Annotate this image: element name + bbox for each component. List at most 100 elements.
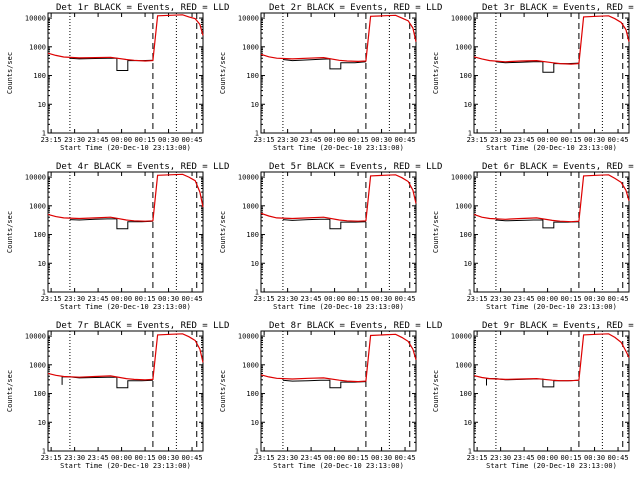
y-tick-label: 1000 xyxy=(242,202,259,210)
y-tick-label: 10 xyxy=(38,260,46,268)
x-tick-label: 23:15 xyxy=(41,454,62,462)
y-tick-label: 100 xyxy=(246,231,259,239)
y-tick-label: 10 xyxy=(251,101,259,109)
y-tick-label: 100 xyxy=(246,390,259,398)
y-tick-label: 1 xyxy=(468,289,472,297)
x-tick-label: 23:30 xyxy=(490,295,511,303)
y-tick-label: 1 xyxy=(42,289,46,297)
x-tick-label: 00:15 xyxy=(135,295,156,303)
detector-panel-7: Det 7r BLACK = Events, RED = LLD 1 10 100 10… xyxy=(6,321,229,470)
x-tick-label: 23:45 xyxy=(88,136,109,144)
x-axis-label: Start Time (20-Dec-10 23:13:00) xyxy=(273,144,404,152)
x-tick-label: 00:45 xyxy=(608,295,629,303)
x-tick-label: 00:45 xyxy=(608,136,629,144)
x-tick-label: 23:45 xyxy=(301,454,322,462)
x-tick-label: 00:00 xyxy=(324,295,345,303)
plot-frame xyxy=(47,330,204,452)
x-tick-label: 00:00 xyxy=(111,454,132,462)
y-tick-label: 100 xyxy=(33,72,46,80)
x-tick-label: 00:45 xyxy=(608,454,629,462)
y-tick-label: 100 xyxy=(459,390,472,398)
x-tick-label: 23:15 xyxy=(467,295,488,303)
plot-frame xyxy=(47,171,204,293)
y-tick-label: 10000 xyxy=(238,15,259,23)
y-tick-label: 10000 xyxy=(25,174,46,182)
x-tick-label: 23:15 xyxy=(41,295,62,303)
x-tick-label: 00:15 xyxy=(561,454,582,462)
y-tick-label: 1000 xyxy=(455,361,472,369)
plot-frame xyxy=(47,12,204,134)
x-tick-label: 00:45 xyxy=(182,136,203,144)
series-events-line xyxy=(61,376,153,389)
y-axis-label: Counts/sec xyxy=(219,52,227,94)
series-events-line xyxy=(282,218,366,230)
y-tick-label: 100 xyxy=(246,72,259,80)
y-tick-label: 100 xyxy=(33,231,46,239)
x-tick-label: 00:00 xyxy=(537,136,558,144)
detector-panel-6: Det 6r BLACK = Events, RED = LLD 1 10 100 10… xyxy=(432,162,640,311)
panel-title: Det 7r BLACK = Events, RED = LLD xyxy=(56,321,229,331)
series-lld-line xyxy=(473,333,630,382)
y-tick-label: 10000 xyxy=(25,15,46,23)
x-tick-label: 00:45 xyxy=(182,295,203,303)
x-tick-label: 00:15 xyxy=(561,295,582,303)
y-tick-label: 1000 xyxy=(29,43,46,51)
plot-frame xyxy=(260,12,417,134)
series-lld-line xyxy=(473,174,630,223)
y-tick-label: 100 xyxy=(459,231,472,239)
y-tick-label: 1000 xyxy=(242,43,259,51)
y-tick-label: 10 xyxy=(38,419,46,427)
panel-title: Det 2r BLACK = Events, RED = LLD xyxy=(269,3,442,13)
detector-panel-2: Det 2r BLACK = Events, RED = LLD 1 10 100 10… xyxy=(219,3,442,152)
detector-panel-9: Det 9r BLACK = Events, RED = LLD 1 10 100 10… xyxy=(432,321,640,470)
x-tick-label: 00:45 xyxy=(395,136,416,144)
x-tick-label: 23:15 xyxy=(467,454,488,462)
plot-frame xyxy=(473,171,630,293)
x-tick-label: 00:30 xyxy=(158,454,179,462)
x-tick-label: 23:30 xyxy=(64,454,85,462)
x-tick-label: 00:45 xyxy=(182,454,203,462)
y-tick-label: 10000 xyxy=(451,333,472,341)
x-tick-label: 00:45 xyxy=(395,454,416,462)
series-events-line xyxy=(282,379,366,389)
x-tick-label: 23:15 xyxy=(467,136,488,144)
y-tick-label: 10 xyxy=(464,419,472,427)
x-tick-label: 00:30 xyxy=(158,136,179,144)
y-tick-label: 1 xyxy=(255,448,259,456)
detector-panel-4: Det 4r BLACK = Events, RED = LLD 1 10 100 10… xyxy=(6,162,229,311)
series-events-line xyxy=(486,378,579,388)
x-tick-label: 23:30 xyxy=(277,454,298,462)
panel-title: Det 1r BLACK = Events, RED = LLD xyxy=(56,3,229,13)
x-tick-label: 23:30 xyxy=(490,136,511,144)
series-lld-line xyxy=(473,15,630,65)
x-axis-label: Start Time (20-Dec-10 23:13:00) xyxy=(273,303,404,311)
x-tick-label: 23:15 xyxy=(254,295,275,303)
y-tick-label: 10000 xyxy=(238,174,259,182)
y-axis-label: Counts/sec xyxy=(432,370,440,412)
x-tick-label: 00:00 xyxy=(111,295,132,303)
plot-frame xyxy=(260,171,417,293)
x-tick-label: 23:15 xyxy=(254,454,275,462)
y-tick-label: 10000 xyxy=(238,333,259,341)
x-tick-label: 00:15 xyxy=(348,454,369,462)
x-axis-label: Start Time (20-Dec-10 23:13:00) xyxy=(60,303,191,311)
y-tick-label: 1 xyxy=(42,130,46,138)
y-tick-label: 1000 xyxy=(29,202,46,210)
x-axis-label: Start Time (20-Dec-10 23:13:00) xyxy=(273,462,404,470)
x-tick-label: 00:00 xyxy=(537,295,558,303)
panel-title: Det 3r BLACK = Events, RED = LLD xyxy=(482,3,640,13)
plot-frame xyxy=(473,330,630,452)
x-tick-label: 23:45 xyxy=(88,295,109,303)
x-axis-label: Start Time (20-Dec-10 23:13:00) xyxy=(486,303,617,311)
y-tick-label: 1 xyxy=(468,448,472,456)
x-tick-label: 00:30 xyxy=(584,454,605,462)
x-tick-label: 23:45 xyxy=(514,136,535,144)
y-tick-label: 10 xyxy=(251,419,259,427)
x-axis-label: Start Time (20-Dec-10 23:13:00) xyxy=(60,144,191,152)
y-tick-label: 1000 xyxy=(455,43,472,51)
x-tick-label: 00:30 xyxy=(584,136,605,144)
plot-frame xyxy=(260,330,417,452)
series-events-line xyxy=(69,218,153,230)
y-tick-label: 10000 xyxy=(451,174,472,182)
